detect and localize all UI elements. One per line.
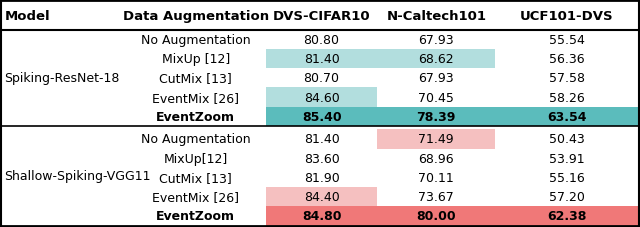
Bar [378,50,495,69]
Text: Spiking-ResNet-18: Spiking-ResNet-18 [4,72,120,85]
Text: 63.54: 63.54 [547,110,587,123]
Bar [125,69,266,88]
Text: No Augmentation: No Augmentation [141,34,250,47]
Bar [378,107,495,126]
Bar [495,168,639,187]
Bar [495,50,639,69]
Bar [378,149,495,168]
Bar [125,130,266,149]
Text: 85.40: 85.40 [302,110,341,123]
Bar [378,31,495,50]
Text: 73.67: 73.67 [419,190,454,203]
Bar [266,168,378,187]
Text: 81.40: 81.40 [304,53,339,66]
Text: 80.70: 80.70 [303,72,340,85]
Bar [266,107,378,126]
Text: 70.11: 70.11 [419,171,454,184]
Bar [495,130,639,149]
Bar [266,149,378,168]
Text: 81.90: 81.90 [304,171,339,184]
Text: 55.54: 55.54 [549,34,585,47]
Bar [495,149,639,168]
Text: Model: Model [4,10,50,22]
Text: 50.43: 50.43 [549,133,585,146]
Text: 68.96: 68.96 [419,152,454,165]
Bar [495,69,639,88]
Text: 78.39: 78.39 [417,110,456,123]
Bar [378,130,495,149]
Bar [125,149,266,168]
Text: 71.49: 71.49 [419,133,454,146]
Bar [125,107,266,126]
Text: DVS-CIFAR10: DVS-CIFAR10 [273,10,371,22]
Bar [125,187,266,206]
Text: No Augmentation: No Augmentation [141,133,250,146]
Bar [125,50,266,69]
Text: MixUp [12]: MixUp [12] [162,53,230,66]
Text: 80.00: 80.00 [417,210,456,222]
Text: 80.80: 80.80 [303,34,340,47]
Text: 62.38: 62.38 [547,210,587,222]
Bar [495,187,639,206]
Text: 55.16: 55.16 [549,171,585,184]
Bar [266,130,378,149]
Text: Shallow-Spiking-VGG11: Shallow-Spiking-VGG11 [4,170,151,183]
Text: CutMix [13]: CutMix [13] [159,72,232,85]
Text: 57.58: 57.58 [549,72,585,85]
Bar [495,88,639,107]
Text: 53.91: 53.91 [549,152,585,165]
Text: 67.93: 67.93 [419,72,454,85]
Bar [378,88,495,107]
Text: MixUp[12]: MixUp[12] [164,152,228,165]
Text: EventMix [26]: EventMix [26] [152,190,239,203]
Text: 83.60: 83.60 [304,152,339,165]
Text: 67.93: 67.93 [419,34,454,47]
Bar [266,187,378,206]
Bar [125,88,266,107]
Bar [495,107,639,126]
Bar [266,88,378,107]
Text: UCF101-DVS: UCF101-DVS [520,10,614,22]
Bar [378,69,495,88]
Bar [266,69,378,88]
Text: 57.20: 57.20 [549,190,585,203]
Text: 81.40: 81.40 [304,133,339,146]
Bar [266,206,378,226]
Bar [125,168,266,187]
Bar [1,1,639,31]
Text: Data Augmentation: Data Augmentation [123,10,269,22]
Text: 84.80: 84.80 [302,210,341,222]
Text: 84.40: 84.40 [304,190,339,203]
Text: N-Caltech101: N-Caltech101 [387,10,486,22]
Bar [495,31,639,50]
Bar [378,206,495,226]
Text: 58.26: 58.26 [549,91,585,104]
Text: 56.36: 56.36 [549,53,585,66]
Text: 70.45: 70.45 [419,91,454,104]
Bar [378,187,495,206]
Bar [266,50,378,69]
Bar [125,31,266,50]
Bar [495,206,639,226]
Text: EventZoom: EventZoom [156,210,236,222]
Bar [378,168,495,187]
Bar [266,31,378,50]
Text: EventMix [26]: EventMix [26] [152,91,239,104]
Text: CutMix [13]: CutMix [13] [159,171,232,184]
Text: 68.62: 68.62 [419,53,454,66]
Text: 84.60: 84.60 [304,91,339,104]
Text: EventZoom: EventZoom [156,110,236,123]
Bar [125,206,266,226]
